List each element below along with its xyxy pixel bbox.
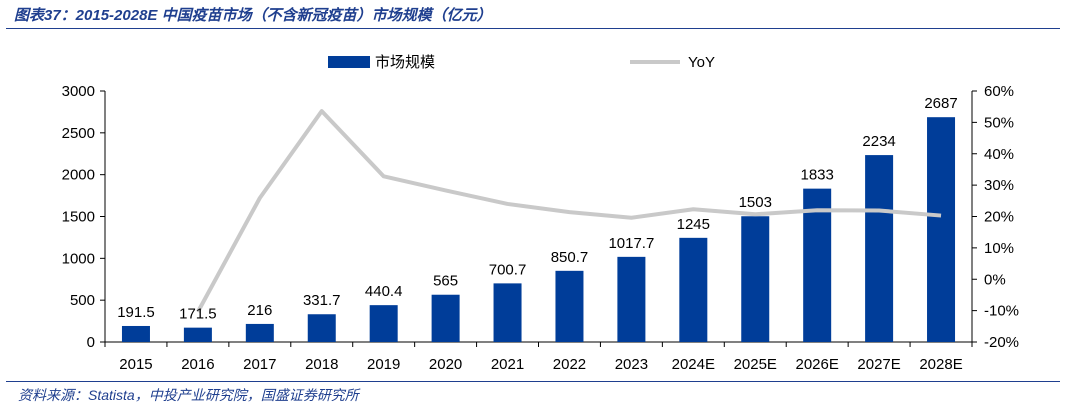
right-tick-label: -10% (984, 303, 1019, 320)
bar (431, 294, 460, 342)
x-tick-label: 2018 (305, 356, 338, 373)
left-tick-label: 2000 (62, 167, 95, 184)
x-tick-label: 2021 (491, 356, 524, 373)
source-note: 资料来源：Statista，中投产业研究院，国盛证券研究所 (18, 387, 359, 403)
bar-value-label: 1833 (800, 167, 833, 184)
x-tick-label: 2020 (429, 356, 462, 373)
bar-value-label: 2687 (924, 95, 957, 112)
x-tick-label: 2025E (734, 356, 777, 373)
left-tick-label: 500 (70, 292, 95, 309)
bar (307, 314, 336, 342)
bar-value-label: 700.7 (489, 261, 527, 278)
right-tick-label: 20% (984, 209, 1014, 226)
legend: 市场规模 YoY (328, 54, 715, 71)
bar (927, 117, 956, 342)
x-tick-label: 2023 (615, 356, 648, 373)
chart-title: 图表37：2015-2028E 中国疫苗市场（不含新冠疫苗）市场规模（亿元） (14, 7, 492, 24)
left-tick-label: 1000 (62, 250, 95, 267)
left-tick-label: 2500 (62, 125, 95, 142)
left-tick-label: 0 (87, 334, 95, 351)
x-tick-label: 2027E (857, 356, 900, 373)
bar (245, 323, 274, 342)
right-tick-label: 30% (984, 177, 1014, 194)
x-tick-label: 2026E (795, 356, 838, 373)
yoy-line-path (196, 109, 942, 313)
bar (865, 155, 894, 342)
legend-line-label: YoY (688, 54, 715, 71)
bar (741, 216, 770, 342)
x-tick-label: 2016 (181, 356, 214, 373)
left-tick-label: 3000 (62, 83, 95, 100)
x-tick-label: 2024E (672, 356, 715, 373)
legend-bar-label: 市场规模 (375, 54, 435, 71)
bars (121, 117, 956, 342)
legend-bar-swatch (328, 56, 370, 68)
bar-value-label: 440.4 (365, 283, 403, 300)
x-tick-label: 2019 (367, 356, 400, 373)
bar (369, 305, 398, 342)
bar-value-label: 216 (247, 302, 272, 319)
bar-value-label: 191.5 (117, 304, 155, 321)
bar-value-label: 1503 (739, 194, 772, 211)
x-tick-label: 2017 (243, 356, 276, 373)
bar (679, 237, 708, 342)
right-tick-label: 40% (984, 146, 1014, 163)
title-rule (6, 28, 1060, 29)
bar-value-label: 565 (433, 273, 458, 290)
bar (493, 283, 522, 342)
bar (183, 327, 212, 342)
x-tick-label: 2015 (119, 356, 152, 373)
bar-value-label: 1245 (677, 216, 710, 233)
right-tick-label: 10% (984, 240, 1014, 257)
x-tick-label: 2028E (919, 356, 962, 373)
bar-value-label: 171.5 (179, 306, 217, 323)
bar (617, 256, 646, 342)
right-tick-label: 0% (984, 271, 1006, 288)
bar-value-label: 850.7 (551, 249, 589, 266)
right-tick-label: 50% (984, 114, 1014, 131)
bar (121, 325, 150, 342)
source-rule (6, 381, 1060, 382)
right-tick-label: -20% (984, 334, 1019, 351)
right-tick-label: 60% (984, 83, 1014, 100)
bar (555, 270, 584, 342)
bar-value-label: 331.7 (303, 292, 341, 309)
yoy-line (196, 109, 942, 313)
bar (803, 188, 832, 342)
bar-value-label: 1017.7 (608, 235, 654, 252)
left-tick-label: 1500 (62, 209, 95, 226)
bar-value-label: 2234 (862, 133, 895, 150)
x-tick-label: 2022 (553, 356, 586, 373)
data-labels: 191.5 171.5 216 331.7 440.4 565 700.7 850.7 1017… (117, 95, 958, 322)
